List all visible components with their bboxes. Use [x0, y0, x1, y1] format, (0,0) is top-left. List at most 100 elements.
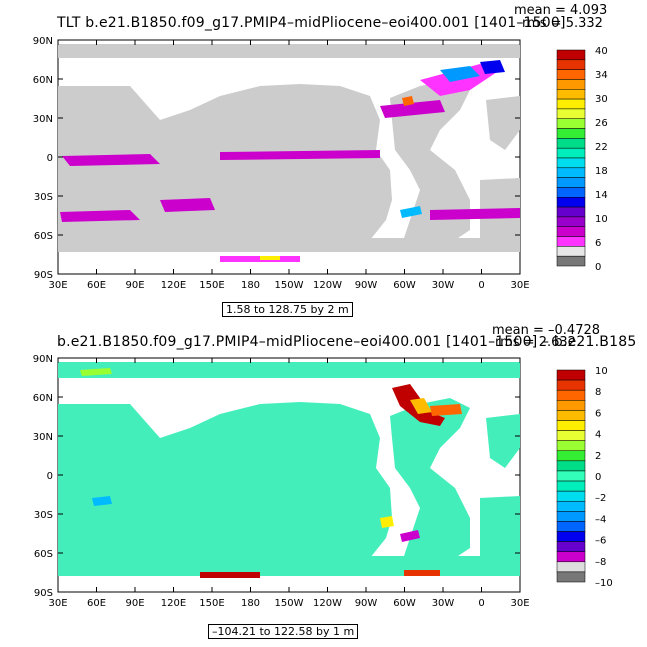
colorbar-label: 2: [595, 451, 601, 462]
colorbar-swatch: [556, 480, 586, 492]
colorbar-swatch: [556, 197, 586, 208]
colorbar-swatch: [556, 511, 586, 522]
colorbar-swatch: [556, 551, 586, 563]
colorbar-swatch: [556, 460, 586, 472]
contour-range: 1.58 to 128.75 by 2 m: [222, 302, 353, 317]
lat-tick-label: 30S: [34, 192, 53, 203]
colorbar-swatch: [556, 379, 586, 391]
colorbar-label: 10: [595, 366, 608, 377]
lon-tick-label: 90E: [125, 598, 144, 609]
lon-tick-label: 120E: [161, 280, 186, 291]
colorbar-label: –4: [595, 514, 606, 525]
lon-tick-label: 120E: [161, 598, 186, 609]
colorbar-swatch: [556, 410, 586, 421]
lon-tick-label: 60W: [393, 280, 416, 291]
anomaly-bands: [80, 368, 462, 578]
lat-tick-label: 60N: [33, 75, 53, 86]
lon-tick-label: 150W: [275, 598, 304, 609]
colorbar-swatch: [556, 470, 586, 482]
colorbar-label: 18: [595, 166, 608, 177]
lon-tick-label: 120W: [313, 280, 342, 291]
mean-value: mean = 4.093: [514, 3, 608, 18]
colorbar-swatch: [556, 187, 586, 198]
colorbar-swatch: [556, 98, 586, 110]
lon-tick-label: 0: [478, 280, 484, 291]
lat-tick-label: 0: [47, 471, 53, 482]
colorbar-swatch: [556, 138, 586, 149]
colorbar-swatch: [556, 79, 586, 90]
colorbar-label: 0: [595, 262, 601, 273]
colorbar-swatch: [556, 128, 586, 139]
lat-tick-label: 60S: [34, 549, 53, 560]
colorbar: 10 8 6 4 2 0 –2 –4 –6 –8 –10: [556, 366, 613, 589]
lon-tick-label: 30W: [432, 280, 455, 291]
colorbar-swatch: [556, 541, 586, 552]
rms-value: rms = 2.632: [495, 335, 576, 350]
colorbar-swatch: [556, 389, 586, 401]
colorbar-swatch: [556, 500, 586, 512]
lon-tick-label: 90W: [355, 598, 378, 609]
lon-tick-label: 30E: [510, 280, 529, 291]
colorbar-swatch: [556, 69, 586, 80]
colorbar-swatch: [556, 226, 586, 237]
lon-tick-label: 60W: [393, 598, 416, 609]
colorbar-swatch: [556, 430, 586, 441]
lon-tick-label: 180: [241, 598, 260, 609]
colorbar-swatch: [556, 531, 586, 542]
lon-tick-label: 120W: [313, 598, 342, 609]
colorbar-swatch: [556, 167, 586, 178]
colorbar-swatch: [556, 369, 586, 381]
colorbar-label: 4: [595, 430, 601, 441]
lon-tick-label: 30E: [510, 598, 529, 609]
lat-tick-label: 90N: [33, 354, 53, 365]
colorbar-swatch: [556, 147, 586, 159]
colorbar-swatch: [556, 246, 586, 257]
colorbar-swatch: [556, 440, 586, 452]
colorbar-label: 6: [595, 408, 601, 419]
colorbar-label: 6: [595, 238, 601, 249]
colorbar-swatch: [556, 59, 586, 70]
colorbar-swatch: [556, 420, 586, 431]
lon-tick-label: 180: [241, 280, 260, 291]
colorbar-swatch: [556, 400, 586, 411]
colorbar-label: 10: [595, 214, 608, 225]
colorbar-label: 8: [595, 387, 601, 398]
lon-tick-label: 30E: [48, 598, 67, 609]
colorbar-swatch: [556, 236, 586, 247]
colorbar-label: 40: [595, 46, 608, 57]
lon-tick-label: 30E: [48, 280, 67, 291]
colorbar-label: 22: [595, 142, 608, 153]
colorbar-swatch: [556, 216, 586, 227]
colorbar-swatch: [556, 49, 586, 61]
colorbar: 40 34 30 26 22 18 14 10 6 0: [556, 46, 608, 273]
colorbar-swatch: [556, 450, 586, 462]
colorbar-swatch: [556, 177, 586, 188]
map-panel-top: TLT b.e21.B1850.f09_g17.PMIP4–midPliocen…: [0, 0, 647, 322]
colorbar-label: –8: [595, 557, 606, 568]
lon-tick-label: 90E: [125, 280, 144, 291]
colorbar-label: 26: [595, 118, 608, 129]
lat-tick-label: 60S: [34, 231, 53, 242]
lon-tick-label: 0: [478, 598, 484, 609]
lat-tick-label: 90S: [34, 588, 53, 599]
colorbar-swatch: [556, 157, 586, 169]
lon-tick-label: 150E: [199, 280, 224, 291]
colorbar-label: –10: [595, 578, 613, 589]
lat-tick-label: 90S: [34, 270, 53, 281]
anomaly-bands: [60, 60, 520, 262]
lon-axis-labels: 30E 60E 90E 120E 150E 180 150W 120W 90W 60W 30W 0 30…: [48, 358, 530, 609]
lat-tick-label: 30S: [34, 510, 53, 521]
colorbar-label: 14: [595, 190, 608, 201]
colorbar-swatch: [556, 108, 586, 119]
map-title: b.e21.B1850.f09_g17.PMIP4–midPliocene–eo…: [57, 334, 637, 350]
colorbar-label: –2: [595, 493, 606, 504]
lon-tick-label: 30W: [432, 598, 455, 609]
colorbar-swatch: [556, 118, 586, 129]
lon-tick-label: 90W: [355, 280, 378, 291]
lat-tick-label: 0: [47, 153, 53, 164]
map-panel-bottom: b.e21.B1850.f09_g17.PMIP4–midPliocene–eo…: [0, 322, 647, 647]
lon-tick-label: 60E: [87, 280, 106, 291]
lat-tick-label: 90N: [33, 36, 53, 47]
